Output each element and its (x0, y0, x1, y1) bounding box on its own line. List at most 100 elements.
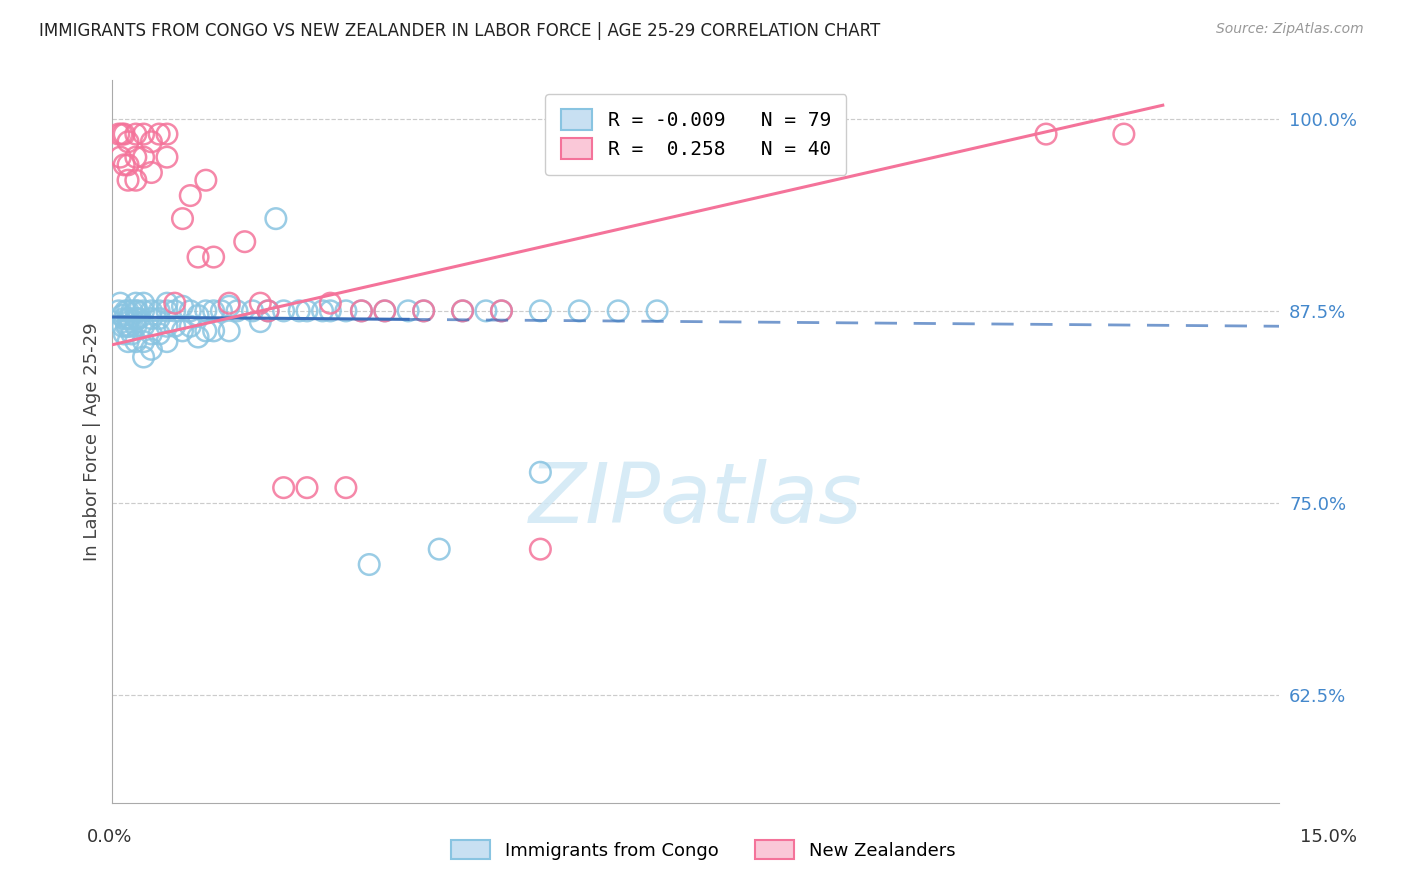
Point (111, 127, 134, 141)
Point (194, 173, 217, 187)
Point (111, 309, 134, 323)
Point (132, 319, 155, 334)
Point (107, 127, 129, 141)
Point (141, 343, 163, 357)
Point (475, 304, 498, 318)
Point (125, 127, 148, 141)
Point (295, 481, 318, 495)
Point (141, 304, 163, 318)
Point (148, 127, 170, 141)
Point (132, 127, 155, 141)
Point (187, 250, 209, 264)
Point (264, 211, 287, 226)
Point (125, 304, 148, 318)
Point (110, 296, 132, 310)
Point (141, 165, 163, 179)
Point (125, 311, 148, 326)
Point (107, 304, 129, 318)
Point (273, 481, 295, 495)
Point (163, 304, 186, 318)
Y-axis label: In Labor Force | Age 25-29: In Labor Force | Age 25-29 (83, 322, 101, 561)
Point (209, 304, 232, 318)
Point (194, 324, 217, 338)
Point (427, 542, 450, 557)
Point (218, 324, 240, 338)
Point (125, 173, 148, 187)
Point (125, 334, 148, 349)
Point (117, 311, 139, 326)
Point (125, 150, 148, 164)
Text: 15.0%: 15.0% (1301, 828, 1357, 846)
Point (295, 304, 318, 318)
Point (179, 304, 201, 318)
Point (117, 319, 139, 334)
Point (607, 304, 630, 318)
Point (156, 319, 179, 334)
Point (120, 319, 142, 334)
Point (350, 304, 373, 318)
Text: IMMIGRANTS FROM CONGO VS NEW ZEALANDER IN LABOR FORCE | AGE 25-29 CORRELATION CH: IMMIGRANTS FROM CONGO VS NEW ZEALANDER I… (39, 22, 880, 40)
Point (118, 311, 141, 326)
Point (148, 326, 170, 341)
Point (172, 299, 194, 313)
Point (121, 304, 143, 318)
Point (396, 304, 419, 318)
Point (412, 304, 434, 318)
Point (319, 304, 342, 318)
Legend: R = -0.009   N = 79, R =  0.258   N = 40: R = -0.009 N = 79, R = 0.258 N = 40 (546, 94, 846, 175)
Point (288, 304, 311, 318)
Point (257, 304, 280, 318)
Point (202, 304, 225, 318)
Point (568, 304, 591, 318)
Point (156, 296, 179, 310)
Point (114, 304, 136, 318)
Point (156, 304, 179, 318)
Point (273, 304, 295, 318)
Point (112, 158, 135, 172)
Point (127, 304, 149, 318)
Point (249, 315, 271, 329)
Point (117, 158, 139, 172)
Point (451, 304, 474, 318)
Point (491, 304, 513, 318)
Point (319, 296, 342, 310)
Point (529, 542, 551, 557)
Point (132, 334, 155, 349)
Point (359, 558, 381, 572)
Point (125, 319, 148, 334)
Point (148, 304, 170, 318)
Point (172, 324, 194, 338)
Text: 0.0%: 0.0% (87, 828, 132, 846)
Point (1112, 127, 1135, 141)
Point (202, 250, 225, 264)
Point (148, 311, 170, 326)
Point (111, 319, 134, 334)
Point (187, 309, 209, 323)
Point (141, 326, 163, 341)
Point (645, 304, 668, 318)
Point (163, 296, 186, 310)
Point (242, 304, 264, 318)
Point (335, 481, 357, 495)
Point (127, 311, 149, 326)
Point (194, 304, 217, 318)
Point (115, 319, 138, 334)
Point (141, 135, 163, 149)
Point (226, 304, 249, 318)
Point (218, 296, 240, 310)
Point (121, 326, 143, 341)
Point (179, 319, 201, 334)
Point (491, 304, 513, 318)
Point (112, 311, 135, 326)
Text: Source: ZipAtlas.com: Source: ZipAtlas.com (1216, 22, 1364, 37)
Point (1035, 127, 1057, 141)
Point (529, 465, 551, 479)
Point (117, 173, 139, 187)
Point (125, 296, 148, 310)
Point (112, 326, 135, 341)
Point (412, 304, 434, 318)
Point (117, 304, 139, 318)
Point (257, 304, 280, 318)
Point (451, 304, 474, 318)
Point (141, 311, 163, 326)
